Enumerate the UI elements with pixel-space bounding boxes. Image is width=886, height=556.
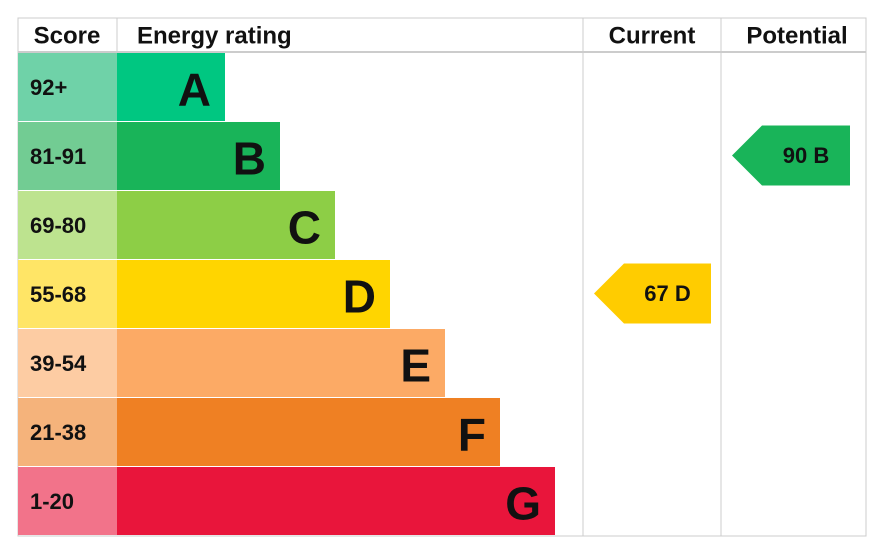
score-label: 69-80 <box>30 213 86 238</box>
rating-letter: E <box>400 340 431 392</box>
current-label: 67 D <box>644 281 690 306</box>
rating-bar <box>117 260 390 328</box>
rating-bar <box>117 467 555 535</box>
score-label: 55-68 <box>30 282 86 307</box>
score-cell <box>18 260 117 328</box>
score-label: 1-20 <box>30 489 74 514</box>
header-score: Score <box>34 23 101 50</box>
score-cell <box>18 329 117 397</box>
score-label: 21-38 <box>30 420 86 445</box>
score-cell <box>18 398 117 466</box>
current-arrow <box>594 263 711 324</box>
header-potential: Potential <box>746 23 847 50</box>
header-energy: Energy rating <box>137 23 292 50</box>
rating-bar <box>117 122 280 190</box>
rating-letter: A <box>178 64 211 116</box>
score-cell <box>18 122 117 190</box>
rating-letter: G <box>505 478 541 530</box>
score-cell <box>18 53 117 121</box>
rating-letter: D <box>343 271 376 323</box>
score-cell <box>18 191 117 259</box>
rating-bar <box>117 398 500 466</box>
score-label: 92+ <box>30 75 67 100</box>
rating-bar <box>117 191 335 259</box>
rating-letter: B <box>233 133 266 185</box>
rating-letter: C <box>288 202 321 254</box>
rating-letter: F <box>458 409 486 461</box>
score-cell <box>18 467 117 535</box>
score-label: 81-91 <box>30 144 86 169</box>
rating-bar <box>117 53 225 121</box>
score-label: 39-54 <box>30 351 87 376</box>
rating-bar <box>117 329 445 397</box>
potential-label: 90 B <box>783 143 829 168</box>
potential-arrow <box>732 125 850 186</box>
header-current: Current <box>609 23 696 50</box>
